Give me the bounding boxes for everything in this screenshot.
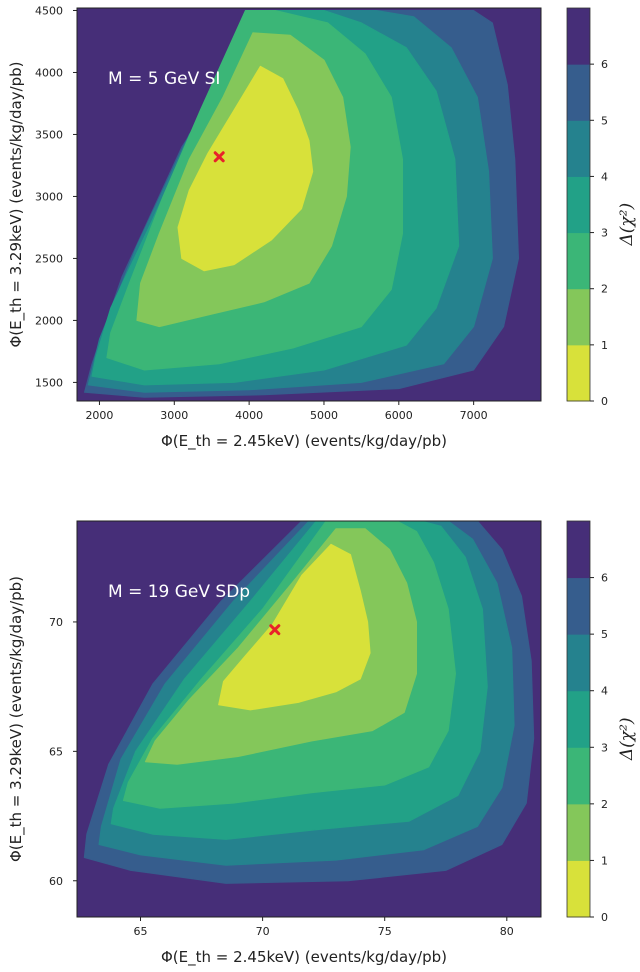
y-tick-label: 1500	[35, 376, 63, 389]
y-axis-label: Φ(E_th = 3.29keV) (events/kg/day/pb)	[7, 61, 26, 347]
x-tick-label: 70	[256, 925, 270, 938]
contour-band-level-1	[218, 543, 371, 711]
colorbar-band	[567, 64, 590, 121]
colorbar: 0 1 2 3 4 5 6	[566, 7, 608, 408]
colorbar-tick-label: 2	[601, 798, 608, 811]
colorbar-tick-label: 5	[601, 628, 608, 641]
colorbar-band	[567, 176, 590, 234]
colorbar-band	[567, 288, 590, 346]
colorbar-tick-label: 6	[601, 572, 608, 585]
x-axis-label: Φ(E_th = 2.45keV) (events/kg/day/pb)	[161, 948, 447, 967]
x-tick-label: 80	[500, 925, 514, 938]
colorbar-band	[567, 747, 590, 805]
colorbar-tick-label: 1	[601, 854, 608, 867]
colorbar-band	[567, 8, 590, 65]
colorbar-band	[567, 803, 590, 861]
y-tick-label: 65	[49, 745, 63, 758]
x-tick-label: 7000	[460, 409, 488, 422]
plot-frame	[76, 7, 542, 402]
colorbar-tick-label: 4	[601, 170, 608, 183]
colorbar-tick-label: 1	[601, 339, 608, 352]
y-axis-label: Φ(E_th = 3.29keV) (events/kg/day/pb)	[7, 576, 26, 862]
contour-plot-area	[76, 7, 542, 402]
x-tick-labels: 2000 3000 4000 5000 6000 7000	[85, 401, 488, 422]
colorbar-tick-label: 2	[601, 283, 608, 296]
colorbar-tick-label: 5	[601, 114, 608, 127]
y-tick-label: 2000	[35, 314, 63, 327]
colorbar-band	[567, 577, 590, 635]
colorbar-tick-label: 6	[601, 58, 608, 71]
best-fit-marker	[213, 151, 225, 163]
plot-frame	[76, 520, 542, 918]
colorbar-tick-label: 0	[601, 395, 608, 408]
x-tick-label: 65	[133, 925, 147, 938]
x-tick-label: 75	[378, 925, 392, 938]
colorbar: 0 1 2 3 4 5 6	[566, 520, 608, 924]
x-tick-label: 5000	[310, 409, 338, 422]
x-tick-labels: 65 70 75 80	[133, 917, 514, 938]
x-tick-label: 2000	[85, 409, 113, 422]
y-tick-label: 70	[49, 616, 63, 629]
y-tick-label: 2500	[35, 252, 63, 265]
x-tick-label: 3000	[160, 409, 188, 422]
best-fit-marker	[269, 624, 281, 636]
y-tick-label: 3500	[35, 128, 63, 141]
x-tick-label: 6000	[385, 409, 413, 422]
x-tick-label: 4000	[235, 409, 263, 422]
colorbar-band	[567, 344, 590, 402]
contour-band-level-1	[177, 65, 314, 272]
colorbar-tick-label: 3	[601, 227, 608, 240]
y-tick-label: 4500	[35, 4, 63, 17]
y-tick-label: 3000	[35, 190, 63, 203]
contour-plot-area	[76, 520, 542, 918]
colorbar-band	[567, 521, 590, 579]
colorbar-tick-label: 0	[601, 911, 608, 924]
colorbar-band	[567, 120, 590, 177]
colorbar-frame	[566, 7, 591, 402]
colorbar-frame	[566, 520, 591, 918]
mass-annotation: M = 19 GeV SDp	[108, 582, 250, 602]
x-axis-label: Φ(E_th = 2.45keV) (events/kg/day/pb)	[161, 432, 447, 451]
colorbar-band	[567, 860, 590, 918]
colorbar-band	[567, 232, 590, 290]
mass-annotation: M = 5 GeV SI	[108, 69, 220, 89]
panel-5gev-si: M = 5 GeV SI 2000 3000 4000 5000 6000 7000 15…	[7, 4, 637, 451]
y-tick-label: 4000	[35, 66, 63, 79]
y-tick-labels: 1500 2000 2500 3000 3500 4000 4500	[35, 4, 77, 389]
y-tick-labels: 60 65 70	[49, 616, 77, 888]
y-tick-label: 60	[49, 875, 63, 888]
colorbar-tick-label: 4	[601, 685, 608, 698]
colorbar-label: Δ(χ²)	[617, 203, 637, 247]
colorbar-band	[567, 690, 590, 748]
colorbar-band	[567, 634, 590, 692]
colorbar-tick-label: 3	[601, 741, 608, 754]
colorbar-label: Δ(χ²)	[617, 717, 637, 761]
